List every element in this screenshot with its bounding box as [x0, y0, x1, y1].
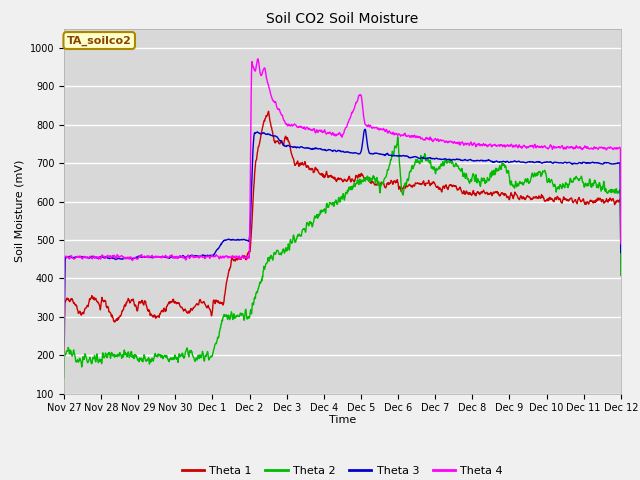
Legend: Theta 1, Theta 2, Theta 3, Theta 4: Theta 1, Theta 2, Theta 3, Theta 4: [177, 461, 508, 480]
Title: Soil CO2 Soil Moisture: Soil CO2 Soil Moisture: [266, 12, 419, 26]
Text: TA_soilco2: TA_soilco2: [67, 36, 132, 46]
Y-axis label: Soil Moisture (mV): Soil Moisture (mV): [14, 160, 24, 263]
X-axis label: Time: Time: [329, 415, 356, 425]
